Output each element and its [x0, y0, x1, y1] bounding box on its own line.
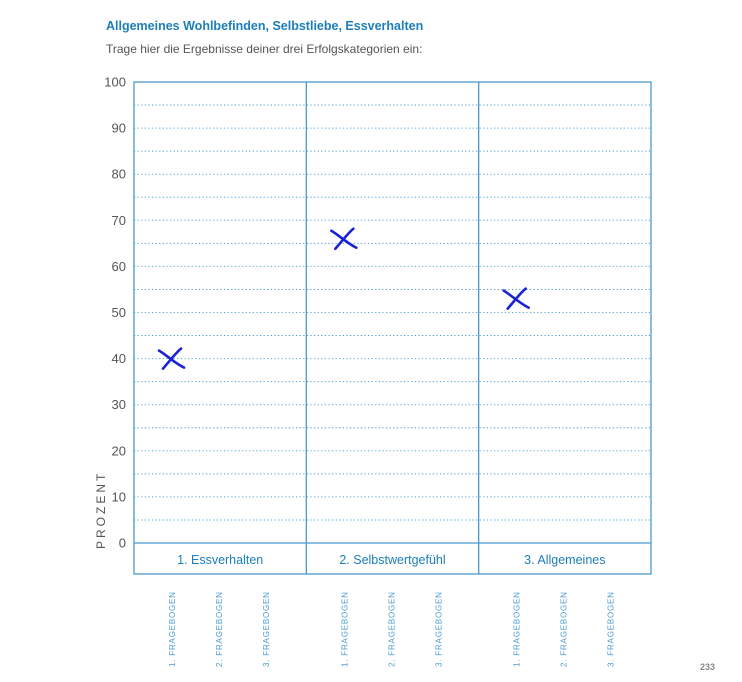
y-tick-label: 50 [112, 305, 126, 320]
y-tick-label: 20 [112, 443, 126, 458]
page-number: 233 [700, 662, 716, 672]
plot-frame [133, 81, 652, 575]
y-tick-label: 60 [112, 259, 126, 274]
sub-category-label: 3. FRAGEBOGEN [607, 591, 616, 667]
y-tick-label: 0 [119, 536, 126, 551]
y-tick-label: 30 [112, 397, 126, 412]
sub-category-label: 1. FRAGEBOGEN [513, 591, 522, 667]
sub-category-label: 1. FRAGEBOGEN [340, 591, 349, 667]
category-label: 3. Allgemeines [524, 553, 605, 567]
data-point-marker [330, 227, 358, 251]
data-point-marker [502, 287, 530, 310]
marker-stroke [161, 347, 183, 370]
sub-category-label: 2. FRAGEBOGEN [560, 591, 569, 667]
category-label: 2. Selbstwertgefühl [339, 553, 445, 567]
category-label: 1. Essverhalten [177, 553, 263, 567]
sub-category-label: 1. FRAGEBOGEN [168, 591, 177, 667]
marker-stroke [334, 227, 355, 251]
sub-category-label: 2. FRAGEBOGEN [387, 591, 396, 667]
page-title: Allgemeines Wohlbefinden, Selbstliebe, E… [106, 19, 424, 33]
marker-stroke [506, 287, 527, 310]
page-subtitle: Trage hier die Ergebnisse deiner drei Er… [106, 42, 423, 56]
sub-category-label: 3. FRAGEBOGEN [434, 591, 443, 667]
y-axis-label: PROZENT [94, 471, 108, 549]
y-tick-label: 40 [112, 351, 126, 366]
sub-category-label: 3. FRAGEBOGEN [262, 591, 271, 667]
y-tick-label: 70 [112, 213, 126, 228]
data-point-marker [157, 347, 186, 370]
y-tick-label: 80 [112, 167, 126, 182]
y-tick-label: 90 [112, 121, 126, 136]
y-tick-label: 100 [104, 75, 126, 90]
sub-category-label: 2. FRAGEBOGEN [215, 591, 224, 667]
y-tick-label: 10 [112, 489, 126, 504]
